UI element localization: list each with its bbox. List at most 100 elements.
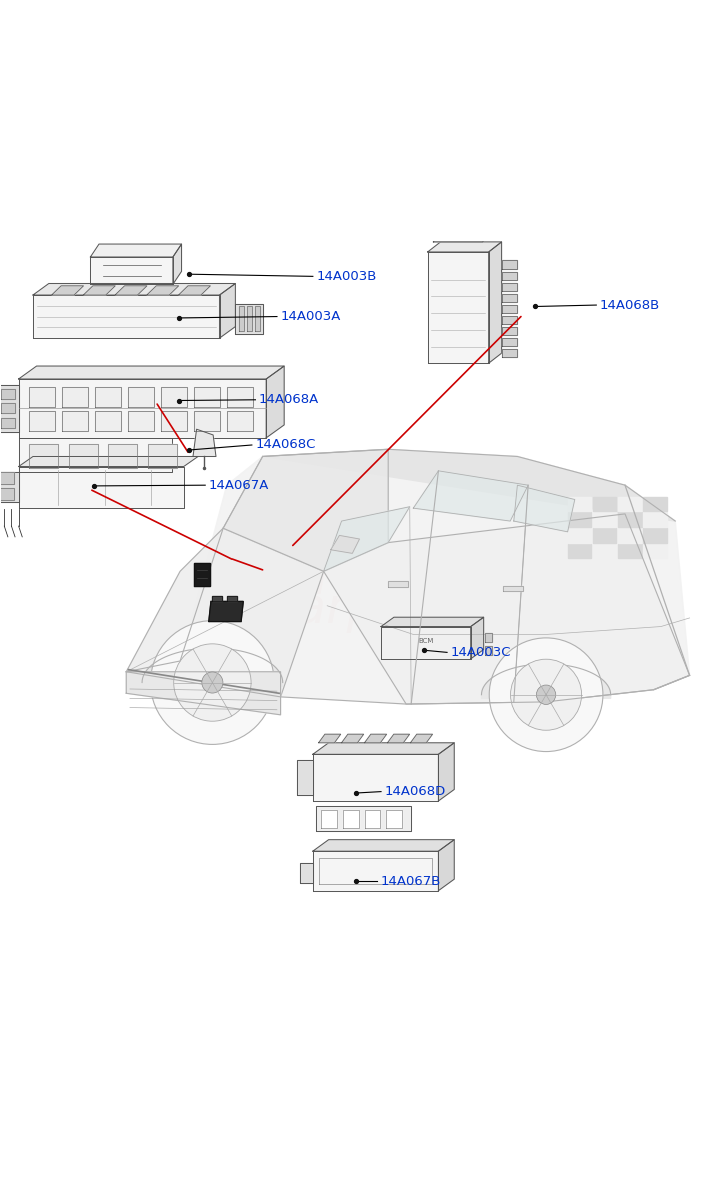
Polygon shape (194, 410, 220, 431)
Text: 14A068A: 14A068A (259, 394, 319, 407)
Polygon shape (592, 528, 616, 542)
Polygon shape (428, 252, 489, 364)
Text: 14A068C: 14A068C (255, 438, 316, 451)
Polygon shape (193, 430, 216, 456)
Polygon shape (91, 244, 181, 257)
Polygon shape (33, 283, 235, 295)
Text: 14A068D: 14A068D (385, 785, 446, 798)
Polygon shape (313, 755, 439, 800)
Polygon shape (19, 456, 198, 467)
Polygon shape (365, 734, 387, 743)
Polygon shape (471, 217, 484, 226)
Circle shape (202, 672, 223, 694)
Polygon shape (567, 528, 591, 542)
Polygon shape (618, 497, 641, 511)
Polygon shape (63, 410, 88, 431)
Polygon shape (618, 512, 641, 527)
Polygon shape (19, 438, 172, 473)
Text: 14A068B: 14A068B (600, 299, 660, 312)
Polygon shape (321, 810, 337, 828)
Text: 14A067A: 14A067A (209, 479, 269, 492)
Polygon shape (319, 734, 341, 743)
Polygon shape (19, 467, 183, 508)
Polygon shape (411, 734, 433, 743)
Polygon shape (0, 473, 19, 503)
Polygon shape (381, 626, 471, 659)
Polygon shape (343, 810, 359, 828)
Polygon shape (29, 386, 55, 407)
Polygon shape (266, 366, 284, 438)
Polygon shape (489, 242, 502, 364)
Text: carpart: carpart (269, 584, 450, 632)
Polygon shape (567, 512, 591, 527)
Polygon shape (502, 316, 518, 324)
Polygon shape (127, 528, 324, 697)
Polygon shape (388, 734, 410, 743)
Polygon shape (643, 497, 667, 511)
Text: 14A003A: 14A003A (280, 310, 341, 323)
Polygon shape (63, 386, 88, 407)
Polygon shape (592, 497, 616, 511)
Text: 14A003B: 14A003B (316, 270, 377, 283)
Polygon shape (502, 338, 518, 347)
Polygon shape (0, 385, 19, 432)
Polygon shape (96, 410, 122, 431)
Polygon shape (643, 512, 667, 527)
Polygon shape (142, 648, 283, 686)
Polygon shape (33, 295, 219, 338)
Polygon shape (503, 586, 523, 592)
Text: 14A067B: 14A067B (381, 875, 441, 888)
Polygon shape (439, 840, 454, 890)
Polygon shape (239, 306, 244, 331)
Polygon shape (643, 544, 667, 558)
Polygon shape (162, 410, 187, 431)
Polygon shape (69, 444, 98, 468)
Polygon shape (381, 617, 484, 626)
Polygon shape (227, 386, 253, 407)
Polygon shape (324, 506, 410, 571)
Polygon shape (485, 634, 493, 642)
Polygon shape (592, 544, 616, 558)
Polygon shape (300, 863, 313, 883)
Polygon shape (127, 449, 690, 704)
Polygon shape (485, 646, 493, 654)
Polygon shape (262, 449, 675, 521)
Text: BCM: BCM (418, 638, 434, 644)
Polygon shape (471, 617, 484, 659)
Text: 14A003C: 14A003C (451, 646, 511, 659)
Polygon shape (316, 806, 411, 832)
Polygon shape (209, 601, 243, 622)
Polygon shape (127, 672, 280, 715)
Polygon shape (235, 304, 262, 334)
Polygon shape (592, 512, 616, 527)
Polygon shape (502, 326, 518, 335)
Polygon shape (514, 485, 574, 532)
Text: scuderia: scuderia (218, 542, 501, 608)
Polygon shape (482, 664, 610, 698)
Polygon shape (618, 544, 641, 558)
Polygon shape (567, 544, 591, 558)
Polygon shape (147, 286, 178, 295)
Polygon shape (342, 734, 364, 743)
Polygon shape (453, 217, 466, 226)
Polygon shape (52, 286, 83, 295)
Polygon shape (223, 449, 388, 571)
Polygon shape (502, 283, 518, 290)
Polygon shape (109, 444, 137, 468)
Polygon shape (194, 563, 210, 586)
Polygon shape (365, 810, 380, 828)
Polygon shape (0, 473, 14, 484)
Polygon shape (324, 514, 690, 704)
Polygon shape (83, 286, 115, 295)
Polygon shape (19, 366, 284, 379)
Circle shape (150, 620, 274, 744)
Polygon shape (219, 283, 235, 338)
Polygon shape (226, 595, 237, 601)
Polygon shape (129, 410, 155, 431)
Polygon shape (255, 306, 260, 331)
Polygon shape (178, 286, 211, 295)
Polygon shape (428, 242, 502, 252)
Polygon shape (1, 389, 15, 400)
Polygon shape (29, 410, 55, 431)
Polygon shape (115, 286, 147, 295)
